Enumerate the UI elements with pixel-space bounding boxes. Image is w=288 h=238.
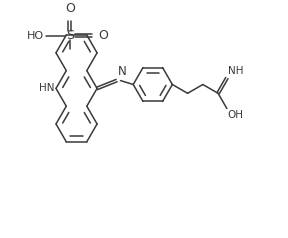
Text: NH: NH — [228, 66, 243, 76]
Text: O: O — [65, 2, 75, 15]
Text: S: S — [66, 29, 74, 42]
Text: HN: HN — [39, 83, 54, 93]
Text: OH: OH — [228, 110, 244, 120]
Text: HO: HO — [27, 31, 44, 41]
Text: O: O — [98, 29, 108, 42]
Text: N: N — [118, 65, 126, 78]
